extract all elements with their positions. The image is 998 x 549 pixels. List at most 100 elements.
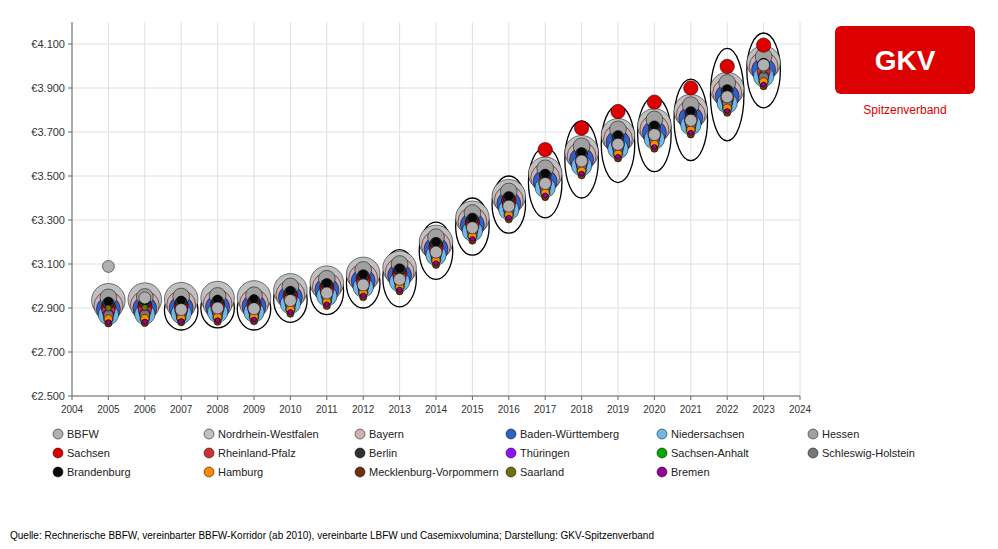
- point: [539, 177, 551, 189]
- legend: BBFWNordrhein-WestfalenBayernBaden-Württ…: [53, 428, 915, 478]
- x-tick-label: 2018: [570, 404, 593, 415]
- point: [543, 193, 548, 198]
- y-tick-label: €2.700: [31, 346, 65, 358]
- series: [102, 58, 769, 309]
- point: [324, 302, 329, 307]
- point: [215, 318, 220, 323]
- x-tick: [727, 396, 728, 400]
- x-grid-line: [436, 22, 437, 396]
- x-tick-label: 2012: [352, 404, 375, 415]
- legend-marker: [204, 429, 214, 439]
- axes: €2.500€2.700€2.900€3.100€3.300€3.500€3.7…: [31, 22, 811, 415]
- legend-label: Thüringen: [520, 447, 570, 459]
- x-grid-line: [72, 22, 73, 396]
- logo-text: GKV: [875, 45, 936, 76]
- point: [323, 302, 330, 309]
- y-tick-label: €3.300: [31, 214, 65, 226]
- y-tick-label: €3.100: [31, 258, 65, 270]
- x-tick-label: 2011: [316, 404, 338, 415]
- point: [648, 129, 660, 141]
- legend-label: Baden-Württemberg: [520, 428, 619, 440]
- x-tick: [436, 396, 437, 400]
- x-tick-label: 2006: [134, 404, 157, 415]
- point: [538, 142, 552, 156]
- point: [542, 194, 549, 201]
- series: [103, 71, 769, 320]
- legend-label: Mecklenburg-Vorpommern: [369, 466, 499, 478]
- legend-label: Bayern: [369, 428, 404, 440]
- series: [104, 78, 768, 324]
- point: [357, 279, 369, 291]
- legend-marker: [657, 429, 667, 439]
- legend-marker: [506, 448, 516, 458]
- point: [647, 95, 661, 109]
- point: [688, 130, 693, 135]
- legend-marker: [657, 467, 667, 477]
- legend-label: Bremen: [671, 466, 710, 478]
- point: [614, 155, 621, 162]
- y-tick-label: €4.100: [31, 38, 65, 50]
- x-tick-label: 2010: [279, 404, 302, 415]
- point: [612, 138, 624, 150]
- x-tick: [800, 396, 801, 400]
- x-tick-label: 2022: [716, 404, 739, 415]
- point: [141, 319, 148, 326]
- point: [359, 270, 367, 278]
- legend-marker: [355, 448, 365, 458]
- point: [720, 59, 734, 73]
- point: [724, 109, 731, 116]
- point: [434, 261, 439, 266]
- x-grid-line: [581, 22, 582, 396]
- y-tick: [68, 308, 72, 309]
- corridor-ellipse: [456, 198, 489, 255]
- point: [684, 81, 698, 95]
- y-tick: [68, 396, 72, 397]
- x-tick-label: 2009: [243, 404, 266, 415]
- point: [178, 319, 185, 326]
- point: [430, 246, 442, 258]
- x-tick-label: 2007: [170, 404, 193, 415]
- point: [685, 114, 697, 126]
- legend-label: Hamburg: [218, 466, 263, 478]
- y-tick-label: €3.500: [31, 170, 65, 182]
- y-tick-label: €3.900: [31, 82, 65, 94]
- point: [469, 237, 476, 244]
- series: [105, 67, 766, 311]
- corridor-ellipse: [164, 290, 197, 330]
- series: [102, 65, 770, 317]
- x-tick-label: 2017: [534, 404, 557, 415]
- point: [361, 293, 366, 298]
- plot-data: [92, 33, 781, 330]
- legend-label: Hessen: [822, 428, 859, 440]
- point: [541, 170, 549, 178]
- x-tick-label: 2015: [461, 404, 484, 415]
- legend-label: BBFW: [67, 428, 99, 440]
- corridor-ellipse: [674, 79, 707, 160]
- legend-marker: [355, 429, 365, 439]
- point: [608, 139, 628, 159]
- point: [394, 273, 406, 285]
- point: [466, 222, 478, 234]
- x-tick-label: 2013: [388, 404, 411, 415]
- legend-label: Niedersachsen: [671, 428, 744, 440]
- point: [287, 310, 294, 317]
- corridor-ellipse: [710, 48, 743, 140]
- series: [101, 38, 771, 314]
- point: [579, 171, 584, 176]
- point: [397, 287, 402, 292]
- point: [725, 108, 730, 113]
- x-grid-line: [654, 22, 655, 396]
- y-tick: [68, 220, 72, 221]
- x-grid-line: [181, 22, 182, 396]
- point: [505, 192, 513, 200]
- x-tick: [72, 396, 73, 400]
- legend-marker: [204, 467, 214, 477]
- chart: €2.500€2.700€2.900€3.100€3.300€3.500€3.7…: [0, 0, 998, 549]
- point: [574, 121, 588, 135]
- point: [105, 320, 112, 327]
- point: [323, 279, 331, 287]
- x-tick-label: 2020: [643, 404, 666, 415]
- x-grid-line: [618, 22, 619, 396]
- series: [104, 72, 769, 320]
- point: [250, 318, 257, 325]
